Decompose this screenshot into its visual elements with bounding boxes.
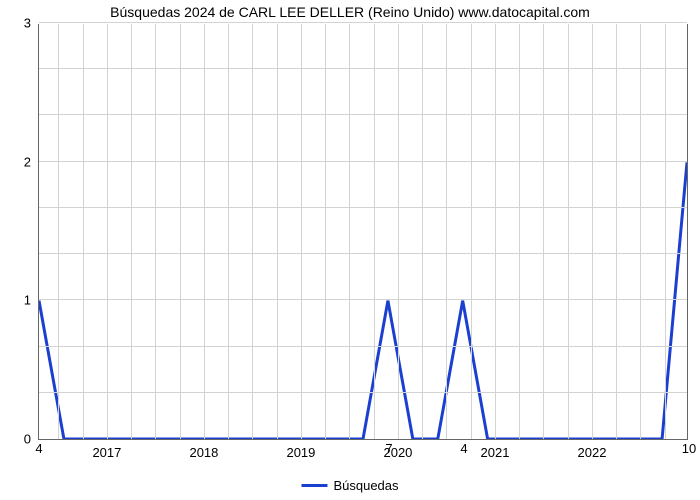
gridline-vertical-minor	[58, 24, 59, 439]
gridline-vertical-minor	[83, 24, 84, 439]
gridline-horizontal-minor	[39, 68, 687, 69]
series-line	[39, 162, 687, 439]
gridline-vertical-minor	[640, 24, 641, 439]
gridline-horizontal	[39, 22, 687, 23]
gridline-vertical	[398, 24, 399, 439]
gridline-vertical-minor	[519, 24, 520, 439]
gridline-vertical	[592, 24, 593, 439]
gridline-vertical-minor	[277, 24, 278, 439]
gridline-vertical-minor	[616, 24, 617, 439]
gridline-vertical-minor	[374, 24, 375, 439]
y-axis-tick-label: 1	[24, 293, 39, 308]
gridline-vertical	[204, 24, 205, 439]
gridline-horizontal-minor	[39, 253, 687, 254]
gridline-vertical-minor	[446, 24, 447, 439]
gridline-horizontal-minor	[39, 207, 687, 208]
legend: Búsquedas	[301, 478, 398, 493]
x-axis-tick-label: 2017	[92, 439, 121, 460]
data-point-label: 10	[682, 439, 696, 456]
legend-label: Búsquedas	[333, 478, 398, 493]
data-point-label: 4	[460, 439, 467, 456]
x-axis-tick-label: 2018	[189, 439, 218, 460]
gridline-vertical-minor	[180, 24, 181, 439]
x-axis-tick-label: 2022	[578, 439, 607, 460]
x-axis-tick-label: 2019	[286, 439, 315, 460]
gridline-vertical-minor	[155, 24, 156, 439]
gridline-vertical	[495, 24, 496, 439]
gridline-horizontal-minor	[39, 346, 687, 347]
x-axis-tick-label: 2021	[481, 439, 510, 460]
gridline-vertical-minor	[471, 24, 472, 439]
data-point-label: 4	[35, 439, 42, 456]
gridline-vertical-minor	[665, 24, 666, 439]
line-series	[39, 24, 687, 439]
gridline-horizontal	[39, 299, 687, 300]
gridline-vertical-minor	[252, 24, 253, 439]
gridline-vertical-minor	[131, 24, 132, 439]
gridline-vertical-minor	[568, 24, 569, 439]
y-axis-tick-label: 2	[24, 154, 39, 169]
gridline-vertical-minor	[349, 24, 350, 439]
plot-area: 012320172018201920202021202247410	[38, 24, 688, 440]
chart-title: Búsquedas 2024 de CARL LEE DELLER (Reino…	[0, 4, 700, 20]
gridline-vertical	[107, 24, 108, 439]
chart-container: Búsquedas 2024 de CARL LEE DELLER (Reino…	[0, 0, 700, 500]
gridline-vertical-minor	[325, 24, 326, 439]
gridline-vertical-minor	[422, 24, 423, 439]
gridline-horizontal	[39, 161, 687, 162]
gridline-vertical-minor	[228, 24, 229, 439]
gridline-vertical	[301, 24, 302, 439]
y-axis-tick-label: 3	[24, 16, 39, 31]
data-point-label: 7	[385, 439, 392, 456]
gridline-vertical-minor	[543, 24, 544, 439]
gridline-horizontal-minor	[39, 114, 687, 115]
gridline-horizontal-minor	[39, 392, 687, 393]
legend-swatch	[301, 484, 327, 487]
